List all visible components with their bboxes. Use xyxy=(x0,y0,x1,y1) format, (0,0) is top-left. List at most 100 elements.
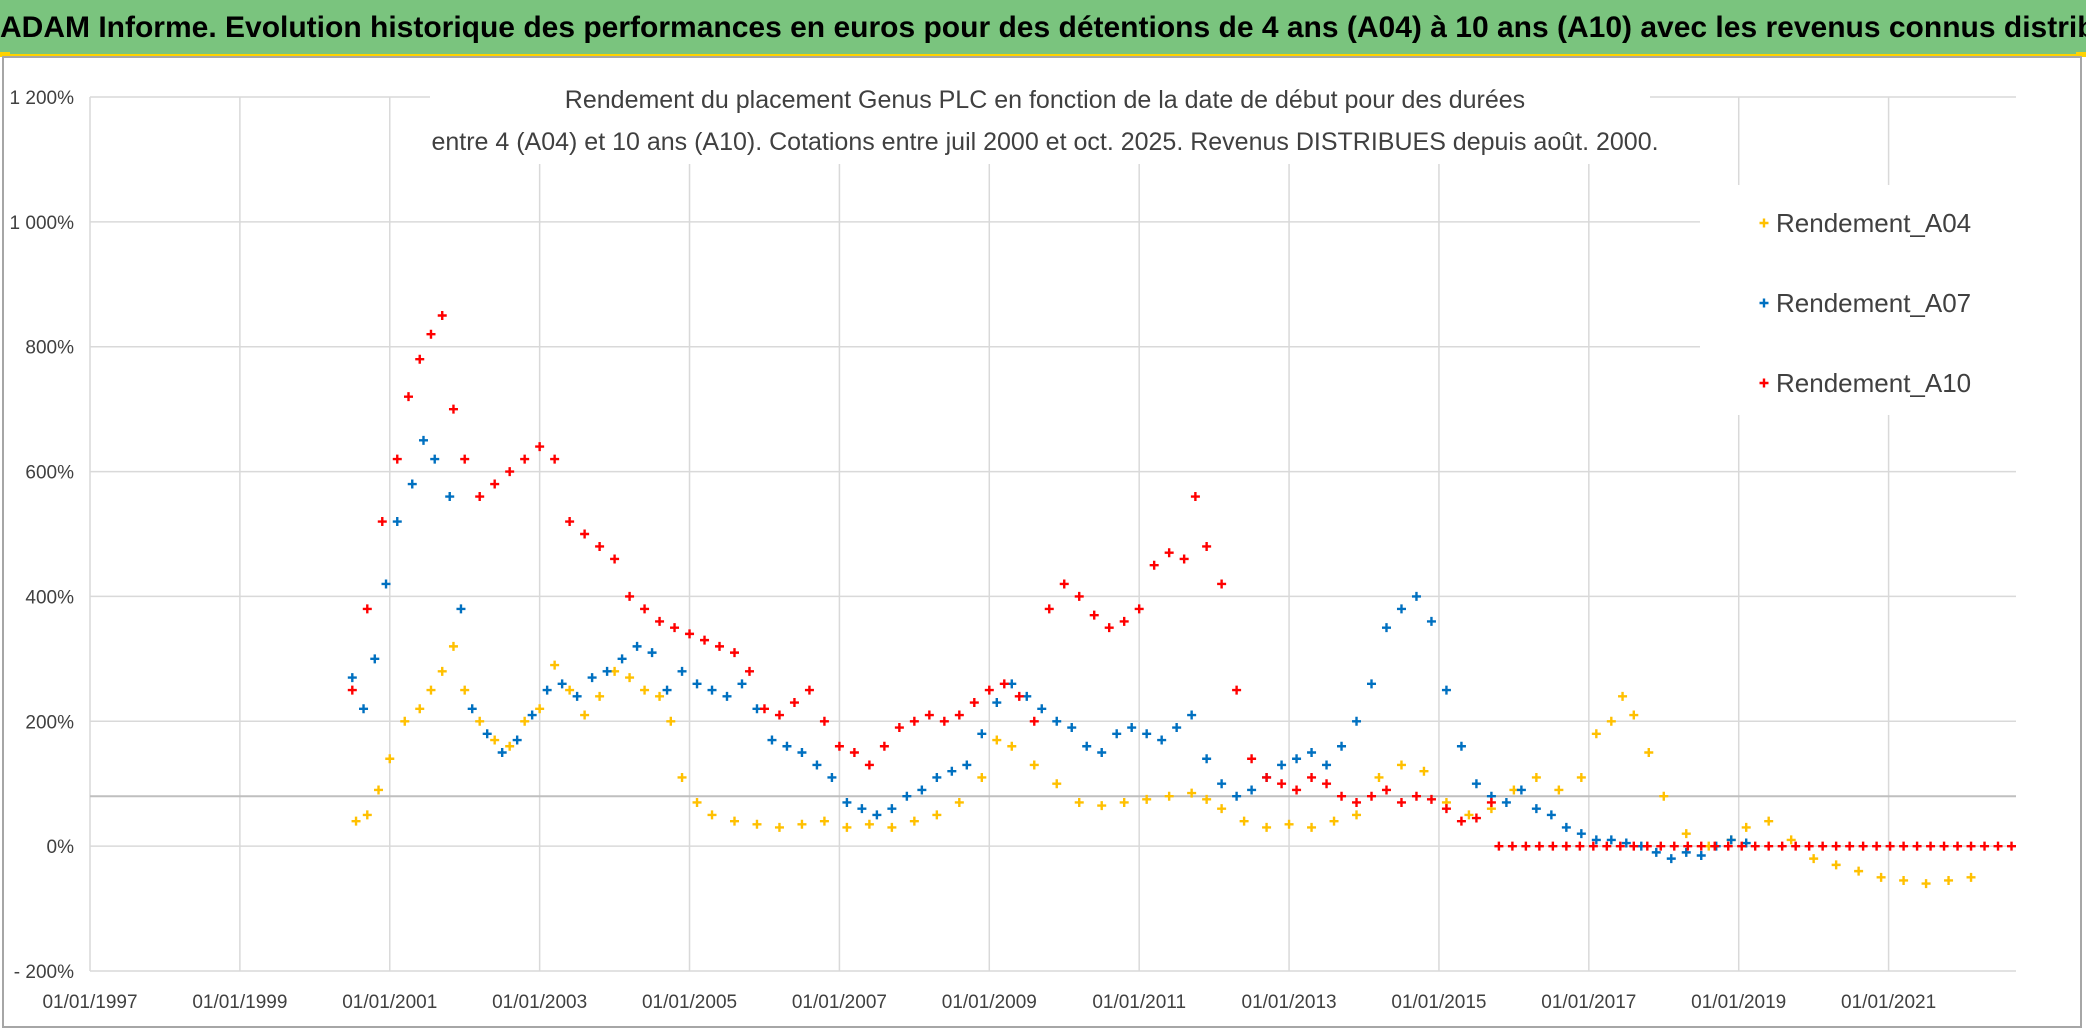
data-point xyxy=(1247,785,1257,795)
data-point xyxy=(932,772,942,782)
x-tick-label: 01/01/2007 xyxy=(792,992,887,1013)
data-point xyxy=(1352,716,1362,726)
data-point xyxy=(460,685,470,695)
data-point xyxy=(415,354,425,364)
data-point xyxy=(1322,760,1332,770)
data-point xyxy=(924,710,934,720)
data-point xyxy=(1456,741,1466,751)
data-point xyxy=(385,754,395,764)
data-point xyxy=(1764,816,1774,826)
data-point xyxy=(1629,710,1639,720)
legend-marker xyxy=(1759,378,1769,388)
data-point xyxy=(1044,604,1054,614)
data-point xyxy=(782,741,792,751)
y-tick-label: 1 000% xyxy=(10,213,75,234)
legend-marker xyxy=(1759,298,1769,308)
data-point xyxy=(1953,841,1963,851)
series-Rendement_A07 xyxy=(347,435,1751,864)
data-point xyxy=(1262,822,1272,832)
data-point xyxy=(1966,841,1976,851)
data-point xyxy=(1737,841,1747,851)
x-tick-label: 01/01/2017 xyxy=(1541,992,1636,1013)
data-point xyxy=(490,479,500,489)
data-point xyxy=(774,710,784,720)
data-point xyxy=(505,467,515,477)
data-point xyxy=(894,723,904,733)
data-point xyxy=(1546,810,1556,820)
data-point xyxy=(819,816,829,826)
data-point xyxy=(1521,841,1531,851)
data-point xyxy=(1307,822,1317,832)
data-point xyxy=(550,454,560,464)
data-point xyxy=(1089,610,1099,620)
data-point xyxy=(1307,748,1317,757)
data-point xyxy=(505,741,515,751)
data-point xyxy=(954,797,964,807)
data-point xyxy=(1352,810,1362,820)
data-point xyxy=(1307,772,1317,782)
data-point xyxy=(1764,841,1774,851)
data-point xyxy=(1157,735,1167,745)
data-point xyxy=(647,648,657,658)
data-point xyxy=(1912,841,1922,851)
data-point xyxy=(602,666,612,676)
y-tick-label: 200% xyxy=(25,712,74,733)
data-point xyxy=(497,748,507,757)
data-point xyxy=(857,804,867,814)
data-point xyxy=(1074,797,1084,807)
data-point xyxy=(1396,797,1406,807)
data-point xyxy=(707,810,717,820)
data-point xyxy=(819,716,829,726)
data-point xyxy=(1007,741,1017,751)
x-tick-label: 01/01/2003 xyxy=(492,992,587,1013)
data-point xyxy=(1202,541,1212,551)
data-point xyxy=(774,822,784,832)
data-point xyxy=(1322,779,1332,789)
data-point xyxy=(1367,679,1376,689)
data-point xyxy=(984,685,994,695)
data-point xyxy=(1576,772,1586,782)
chart-title-line2: entre 4 (A04) et 10 ans (A10). Cotations… xyxy=(431,128,1658,156)
data-point xyxy=(1247,754,1257,764)
data-point xyxy=(640,685,650,695)
data-point xyxy=(744,666,754,676)
data-point xyxy=(640,604,650,614)
data-point xyxy=(864,819,874,829)
data-point xyxy=(1809,854,1819,864)
data-point xyxy=(430,454,440,464)
data-point xyxy=(437,666,447,676)
data-point xyxy=(1337,741,1347,751)
data-point xyxy=(999,679,1009,689)
data-point xyxy=(977,772,987,782)
data-point xyxy=(1621,838,1631,848)
data-point xyxy=(1277,760,1287,770)
data-point xyxy=(1696,851,1706,861)
data-point xyxy=(1232,791,1242,801)
data-point xyxy=(1531,772,1541,782)
x-tick-label: 01/01/2001 xyxy=(342,992,437,1013)
data-point xyxy=(542,685,552,695)
data-point xyxy=(347,685,357,695)
data-point xyxy=(1710,841,1720,851)
data-point xyxy=(1456,816,1466,826)
data-point xyxy=(467,704,477,714)
data-point xyxy=(1381,623,1391,633)
data-point xyxy=(1337,791,1347,801)
data-point xyxy=(1651,847,1661,857)
legend-label: Rendement_A04 xyxy=(1776,208,1971,238)
data-point xyxy=(1202,754,1212,764)
data-point xyxy=(1966,872,1976,882)
data-point xyxy=(887,822,897,832)
data-point xyxy=(512,735,522,745)
data-point xyxy=(1602,841,1612,851)
data-point xyxy=(1741,822,1751,832)
data-point xyxy=(359,704,369,714)
data-point xyxy=(1104,623,1114,633)
data-point xyxy=(1845,841,1855,851)
data-point xyxy=(407,479,417,489)
data-point xyxy=(1202,794,1212,804)
data-point xyxy=(1726,835,1736,845)
data-point xyxy=(1944,875,1954,885)
data-point xyxy=(1187,710,1197,720)
